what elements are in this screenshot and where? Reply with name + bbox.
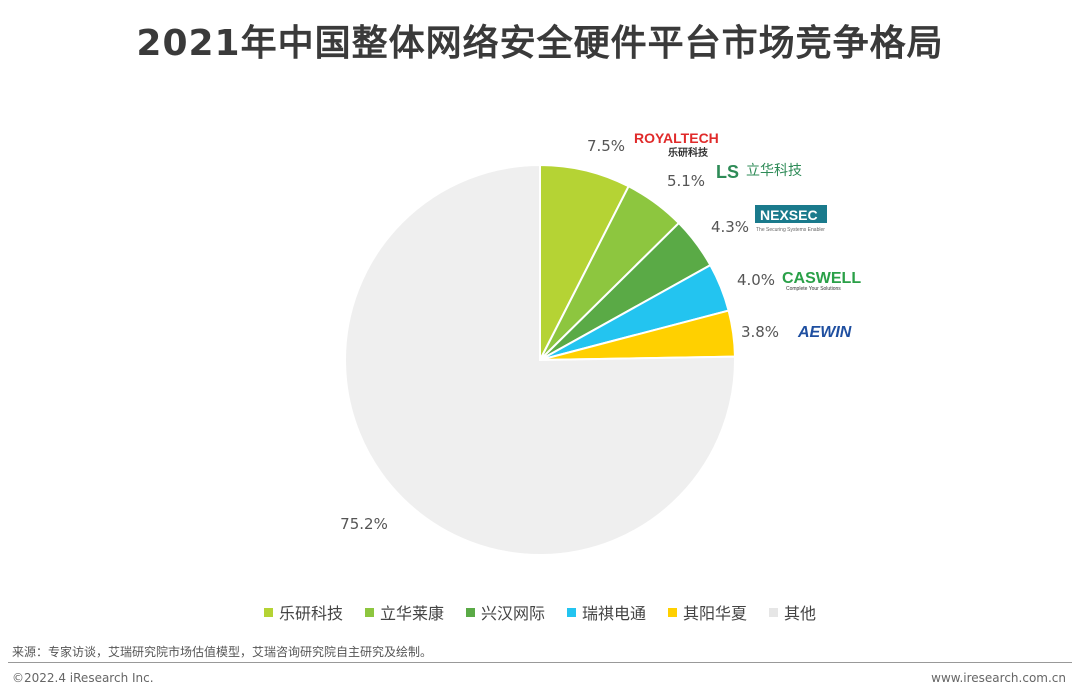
pie-slice-6 [344,163,736,556]
legend-swatch [668,607,678,617]
slice-label-1: 7.5% [587,137,625,155]
lihua-logo-sub: 立华科技 [746,163,802,179]
aewin-logo-main: AEWIN [797,324,852,341]
royaltech-logo: ROYALTECH 乐研科技 [634,130,719,159]
slice-label-3: 4.3% [711,218,749,236]
royaltech-logo-sub: 乐研科技 [668,146,709,159]
legend-label: 其阳华夏 [683,604,748,623]
legend-label: 其他 [784,604,817,623]
caswell-logo-sub: Complete Your Solutions [786,286,841,292]
aewin-logo: AEWIN [797,324,852,341]
lihua-logo: LS 立华科技 [716,162,802,182]
legend-item-2: 立华莱康 [364,600,444,624]
nexsec-logo-main: NEXSEC [760,207,818,223]
royaltech-logo-main: ROYALTECH [634,130,719,146]
legend-swatch [364,607,374,617]
legend-swatch [769,607,779,617]
legend-swatch [263,607,273,617]
legend-label: 乐研科技 [278,604,343,623]
legend-label: 兴汉网际 [480,604,545,623]
nexsec-logo-sub: The Securing Systems Enabler [756,227,825,233]
lihua-logo-main: LS [716,162,739,182]
source-note: 来源：专家访谈，艾瑞研究院市场估值模型，艾瑞咨询研究院自主研究及绘制。 [12,645,433,659]
chart-legend: 乐研科技 立华莱康 兴汉网际 瑞祺电通 其阳华夏 其他 [0,600,1080,624]
legend-swatch [567,607,576,617]
legend-swatch [465,607,475,617]
legend-item-5: 其阳华夏 [668,600,747,624]
slice-label-4: 4.0% [737,271,775,289]
slice-label-6: 75.2% [340,515,388,533]
slice-label-2: 5.1% [667,172,705,190]
chart-title: 2021年中国整体网络安全硬件平台市场竞争格局 [136,23,944,64]
legend-item-3: 兴汉网际 [465,600,545,624]
legend-item-6: 其他 [769,600,816,624]
site-url: www.iresearch.com.cn [931,671,1066,685]
legend-item-1: 乐研科技 [263,600,343,624]
caswell-logo-main: CASWELL [782,270,861,287]
caswell-logo: CASWELL Complete Your Solutions [782,270,861,292]
footer-divider [8,662,1072,663]
nexsec-logo: NEXSEC The Securing Systems Enabler [755,205,827,233]
legend-label: 立华莱康 [379,604,444,623]
legend-item-4: 瑞祺电通 [567,600,646,624]
slice-label-5: 3.8% [741,323,779,341]
pie-chart: 7.5% 5.1% 4.3% 4.0% 3.8% 75.2% ROYALTECH 乐研科技… [340,130,861,556]
copyright: ©2022.4 iResearch Inc. [12,671,154,685]
legend-label: 瑞祺电通 [582,604,647,623]
